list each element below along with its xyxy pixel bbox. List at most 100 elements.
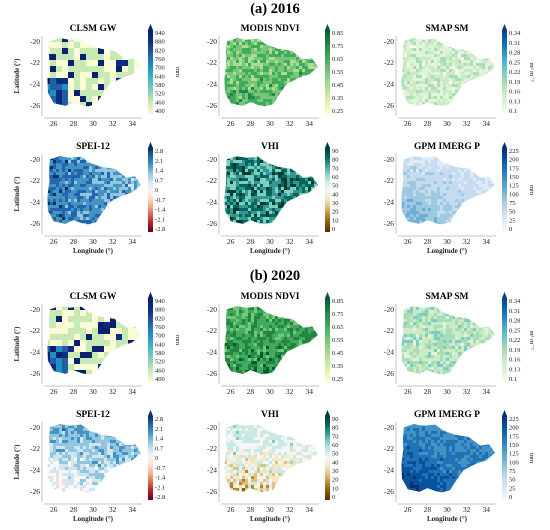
- heatmap-cell: [116, 156, 119, 157]
- heatmap-cell: [119, 169, 122, 172]
- heatmap-cell: [419, 226, 422, 229]
- heatmap-cell: [437, 181, 440, 184]
- heatmap-cell: [86, 193, 89, 196]
- heatmap-cell: [296, 205, 299, 208]
- heatmap-cell: [470, 175, 473, 178]
- heatmap-cell: [266, 57, 269, 60]
- heatmap-cell: [458, 187, 461, 190]
- heatmap-cell: [422, 202, 425, 205]
- heatmap-cell: [428, 157, 431, 160]
- heatmap-cell: [491, 42, 494, 45]
- heatmap-cell: [458, 93, 461, 96]
- heatmap-cell: [254, 160, 257, 163]
- heatmap-cell: [44, 217, 47, 220]
- heatmap-cell: [98, 54, 104, 60]
- heatmap-cell: [89, 214, 92, 217]
- heatmap-cell: [461, 75, 464, 78]
- heatmap-cell: [59, 196, 62, 199]
- heatmap-cell: [314, 96, 317, 99]
- heatmap-cell: [485, 202, 488, 205]
- heatmap-cell: [464, 156, 467, 157]
- heatmap-cell: [140, 190, 142, 193]
- heatmap-cell: [434, 111, 437, 114]
- heatmap-cell: [278, 87, 281, 90]
- heatmap-cell: [239, 42, 242, 45]
- heatmap-cell: [233, 172, 236, 175]
- heatmap-cell: [308, 45, 311, 48]
- heatmap-cell: [56, 229, 59, 232]
- heatmap-cell: [95, 181, 98, 184]
- heatmap-cell: [56, 202, 59, 205]
- heatmap-cell: [431, 196, 434, 199]
- heatmap-cell: [125, 232, 128, 235]
- heatmap-cell: [242, 166, 245, 169]
- heatmap-cell: [257, 226, 260, 229]
- heatmap-cell: [272, 175, 275, 178]
- heatmap-cell: [437, 193, 440, 196]
- heatmap-cell: [467, 81, 470, 84]
- heatmap-cell: [449, 187, 452, 190]
- heatmap-cell: [248, 102, 251, 105]
- heatmap-cell: [476, 217, 479, 220]
- heatmap-cell: [233, 223, 236, 225]
- heatmap-cell: [293, 175, 296, 178]
- heatmap-cell: [482, 214, 485, 217]
- heatmap-cell: [461, 223, 464, 225]
- heatmap-cell: [83, 202, 86, 205]
- heatmap-cell: [491, 51, 494, 54]
- heatmap-cell: [86, 187, 89, 190]
- heatmap-cell: [485, 114, 488, 117]
- heatmap-cell: [422, 178, 425, 181]
- heatmap-cell: [137, 196, 140, 199]
- heatmap-cell: [314, 202, 317, 205]
- heatmap-cell: [293, 108, 296, 111]
- heatmap-cell: [494, 60, 496, 63]
- colorbar: [325, 148, 330, 232]
- heatmap-cell: [473, 99, 476, 102]
- heatmap-cell: [452, 114, 455, 117]
- heatmap-cell: [227, 54, 230, 57]
- heatmap-cell: [473, 48, 476, 51]
- heatmap-cell: [275, 60, 278, 63]
- heatmap-cell: [272, 223, 275, 225]
- heatmap-cell: [491, 172, 494, 175]
- heatmap-cell: [434, 102, 437, 105]
- heatmap-cell: [479, 51, 482, 54]
- heatmap-cell: [56, 54, 62, 60]
- heatmap-cell: [116, 166, 119, 169]
- heatmap-cell: [473, 42, 476, 45]
- heatmap-cell: [470, 84, 473, 87]
- heatmap-cell: [410, 178, 413, 181]
- heatmap-cell: [233, 90, 236, 93]
- heatmap-cell: [281, 96, 284, 99]
- heatmap-cell: [311, 75, 314, 78]
- heatmap-cell: [83, 205, 86, 208]
- heatmap-cell: [68, 66, 74, 72]
- heatmap-cell: [110, 175, 113, 178]
- heatmap-cell: [485, 63, 488, 66]
- panel-title: CLSM GW: [70, 292, 117, 302]
- heatmap-cell: [437, 163, 440, 166]
- heatmap-cell: [317, 114, 320, 117]
- heatmap-cell: [98, 208, 101, 211]
- heatmap-cell: [239, 187, 242, 190]
- heatmap-cell: [470, 69, 473, 72]
- heatmap-cell: [224, 178, 227, 181]
- heatmap-cell: [293, 102, 296, 105]
- heatmap-cell: [413, 208, 416, 211]
- heatmap-cell: [92, 316, 98, 322]
- heatmap-cell: [422, 42, 425, 45]
- heatmap-cell: [425, 48, 428, 51]
- heatmap-cell: [440, 81, 443, 84]
- heatmap-cell: [125, 178, 128, 181]
- heatmap-cell: [458, 172, 461, 175]
- heatmap-cell: [467, 38, 470, 39]
- heatmap-cell: [86, 334, 92, 340]
- heatmap-cell: [278, 172, 281, 175]
- heatmap-cell: [428, 160, 431, 163]
- heatmap-cell: [53, 175, 56, 178]
- heatmap-cell: [404, 223, 407, 225]
- heatmap-cell: [65, 199, 68, 202]
- heatmap-cell: [404, 51, 407, 54]
